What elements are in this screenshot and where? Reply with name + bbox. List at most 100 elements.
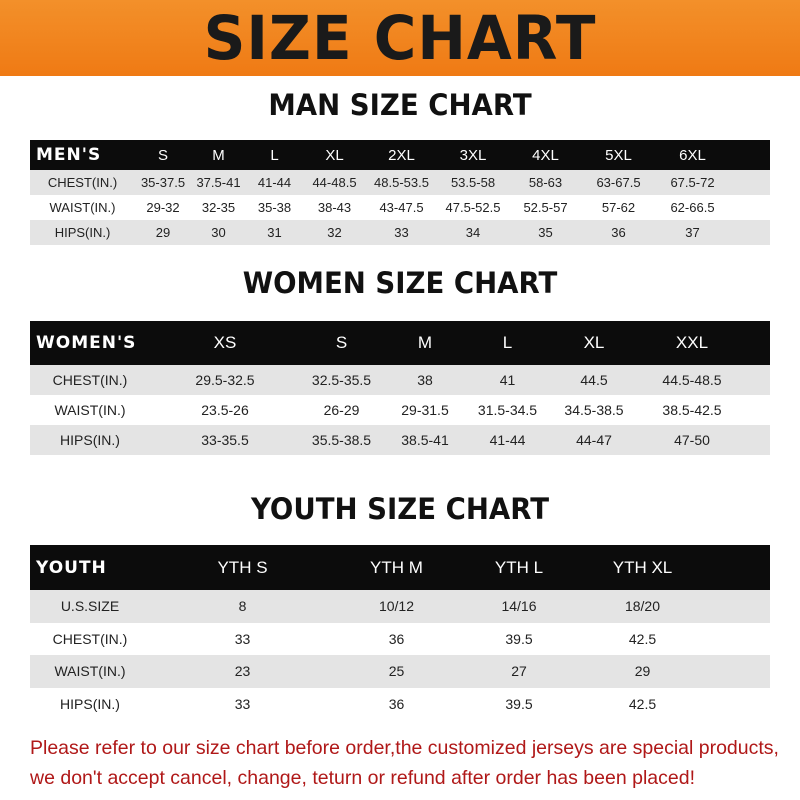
banner: SIZE CHART: [0, 0, 800, 76]
cell: 67.5-72: [670, 175, 715, 190]
row-label: CHEST(IN.): [52, 630, 128, 647]
table-row: U.S.SIZE 8 10/12 14/16 18/20: [30, 590, 770, 623]
cell: 41: [499, 372, 516, 388]
cell: 58-63: [528, 175, 563, 190]
row-label: WAIST(IN.): [54, 402, 126, 418]
cell: 26-29: [323, 402, 360, 418]
cell: 38.5-41: [401, 432, 449, 448]
cell: 38.5-42.5: [662, 402, 722, 418]
cell: 33: [234, 695, 251, 712]
row-label: WOMEN'S: [36, 333, 137, 353]
cell: L: [502, 333, 513, 352]
row-label: HIPS(IN.): [60, 432, 120, 448]
cell: 35-38: [257, 200, 292, 215]
cell: YTH S: [217, 557, 268, 577]
cell: 29.5-32.5: [195, 372, 255, 388]
cell: 38: [417, 372, 433, 388]
cell: 30: [211, 225, 226, 240]
row-label: WAIST(IN.): [54, 663, 126, 680]
cell: 35.5-38.5: [311, 432, 372, 448]
cell: 29: [634, 663, 651, 680]
cell: 57-62: [601, 200, 636, 215]
notice-line: we don't accept cancel, change, teturn o…: [30, 767, 695, 789]
cell: 44-48.5: [312, 175, 357, 190]
row-label: CHEST(IN.): [47, 175, 118, 190]
cell: 23: [234, 663, 251, 680]
cell: 34.5-38.5: [564, 402, 624, 418]
cell: 39.5: [505, 695, 533, 712]
cell: 32: [327, 225, 342, 240]
cell: 32.5-35.5: [311, 372, 372, 388]
cell: 47.5-52.5: [445, 200, 501, 215]
table-row: CHEST(IN.) 29.5-32.5 32.5-35.5 38 41 44.5 44.5…: [30, 365, 770, 395]
cell: 29-31.5: [401, 402, 449, 418]
cell: 38-43: [317, 200, 352, 215]
table-row: WAIST(IN.) 29-32 32-35 35-38 38-43 43-47.5 47.…: [30, 195, 770, 220]
cell: 6XL: [679, 146, 706, 164]
cell: 35: [538, 225, 553, 240]
page-title: SIZE CHART: [203, 2, 597, 74]
header-row: MEN'S S M L XL 2XL 3XL 4XL 5XL 6XL: [30, 140, 770, 170]
row-label: HIPS(IN.): [60, 695, 120, 712]
table-row: HIPS(IN.) 29 30 31 32 33 34 35 36 37: [30, 220, 770, 245]
cell: 33: [234, 630, 251, 647]
cell: 37.5-41: [196, 175, 241, 190]
cell: 44-47: [576, 432, 612, 448]
cell: 31: [267, 225, 282, 240]
cell: 10/12: [378, 598, 415, 615]
cell: 39.5: [505, 630, 533, 647]
cell: 33-35.5: [201, 432, 249, 448]
cell: 3XL: [459, 146, 487, 164]
table-row: WAIST(IN.) 23.5-26 26-29 29-31.5 31.5-34.5 34…: [30, 395, 770, 425]
cell: 36: [611, 225, 626, 240]
cell: 52.5-57: [523, 200, 568, 215]
notice: Please refer to our size chart before or…: [30, 733, 790, 793]
cell: 4XL: [532, 146, 559, 164]
header-row: WOMEN'S XS S M L XL XXL: [30, 321, 770, 365]
cell: 33: [394, 225, 409, 240]
cell: 47-50: [674, 432, 710, 448]
cell: 14/16: [501, 598, 537, 615]
row-label: HIPS(IN.): [54, 225, 111, 240]
table-row: HIPS(IN.) 33 36 39.5 42.5: [30, 687, 770, 720]
cell: M: [417, 333, 433, 352]
cell: 18/20: [624, 598, 661, 615]
row-label: YOUTH: [36, 557, 107, 578]
header-row: YOUTH YTH S YTH M YTH L YTH XL: [30, 545, 770, 590]
table-row: WAIST(IN.) 23 25 27 29: [30, 655, 770, 688]
cell: 5XL: [605, 146, 632, 164]
youth-table: YOUTH YTH S YTH M YTH L YTH XL U.S.SIZE 8 10/12…: [30, 545, 770, 720]
cell: 63-67.5: [596, 175, 641, 190]
table-row: HIPS(IN.) 33-35.5 35.5-38.5 38.5-41 41-44 44-…: [30, 425, 770, 455]
cell: 43-47.5: [379, 200, 424, 215]
cell: 25: [388, 663, 405, 680]
row-label: MEN'S: [36, 145, 102, 165]
cell: XS: [213, 333, 237, 352]
cell: YTH XL: [612, 557, 673, 577]
cell: S: [335, 333, 348, 352]
cell: 62-66.5: [670, 200, 715, 215]
notice-line: Please refer to our size chart before or…: [30, 737, 779, 759]
row-label: CHEST(IN.): [52, 372, 128, 388]
cell: 53.5-58: [450, 175, 496, 190]
cell: 36: [388, 630, 405, 647]
cell: S: [157, 146, 168, 164]
cell: 42.5: [628, 630, 657, 647]
cell: 41-44: [257, 175, 292, 190]
cell: 48.5-53.5: [374, 175, 429, 190]
cell: 44.5-48.5: [662, 372, 722, 388]
youth-title: YOUTH SIZE CHART: [250, 492, 550, 526]
table-row: CHEST(IN.) 33 36 39.5 42.5: [30, 622, 770, 655]
cell: 41-44: [489, 432, 526, 448]
cell: L: [270, 146, 279, 164]
cell: 44.5: [580, 372, 608, 388]
cell: 35-37.5: [140, 175, 186, 190]
cell: XL: [583, 333, 605, 352]
table-row: CHEST(IN.) 35-37.5 37.5-41 41-44 44-48.5 48.5…: [30, 170, 770, 195]
cell: 31.5-34.5: [477, 402, 538, 418]
cell: M: [212, 146, 225, 164]
cell: 23.5-26: [201, 402, 249, 418]
cell: 36: [388, 695, 405, 712]
men-title: MAN SIZE CHART: [268, 88, 532, 122]
cell: 2XL: [388, 146, 415, 164]
